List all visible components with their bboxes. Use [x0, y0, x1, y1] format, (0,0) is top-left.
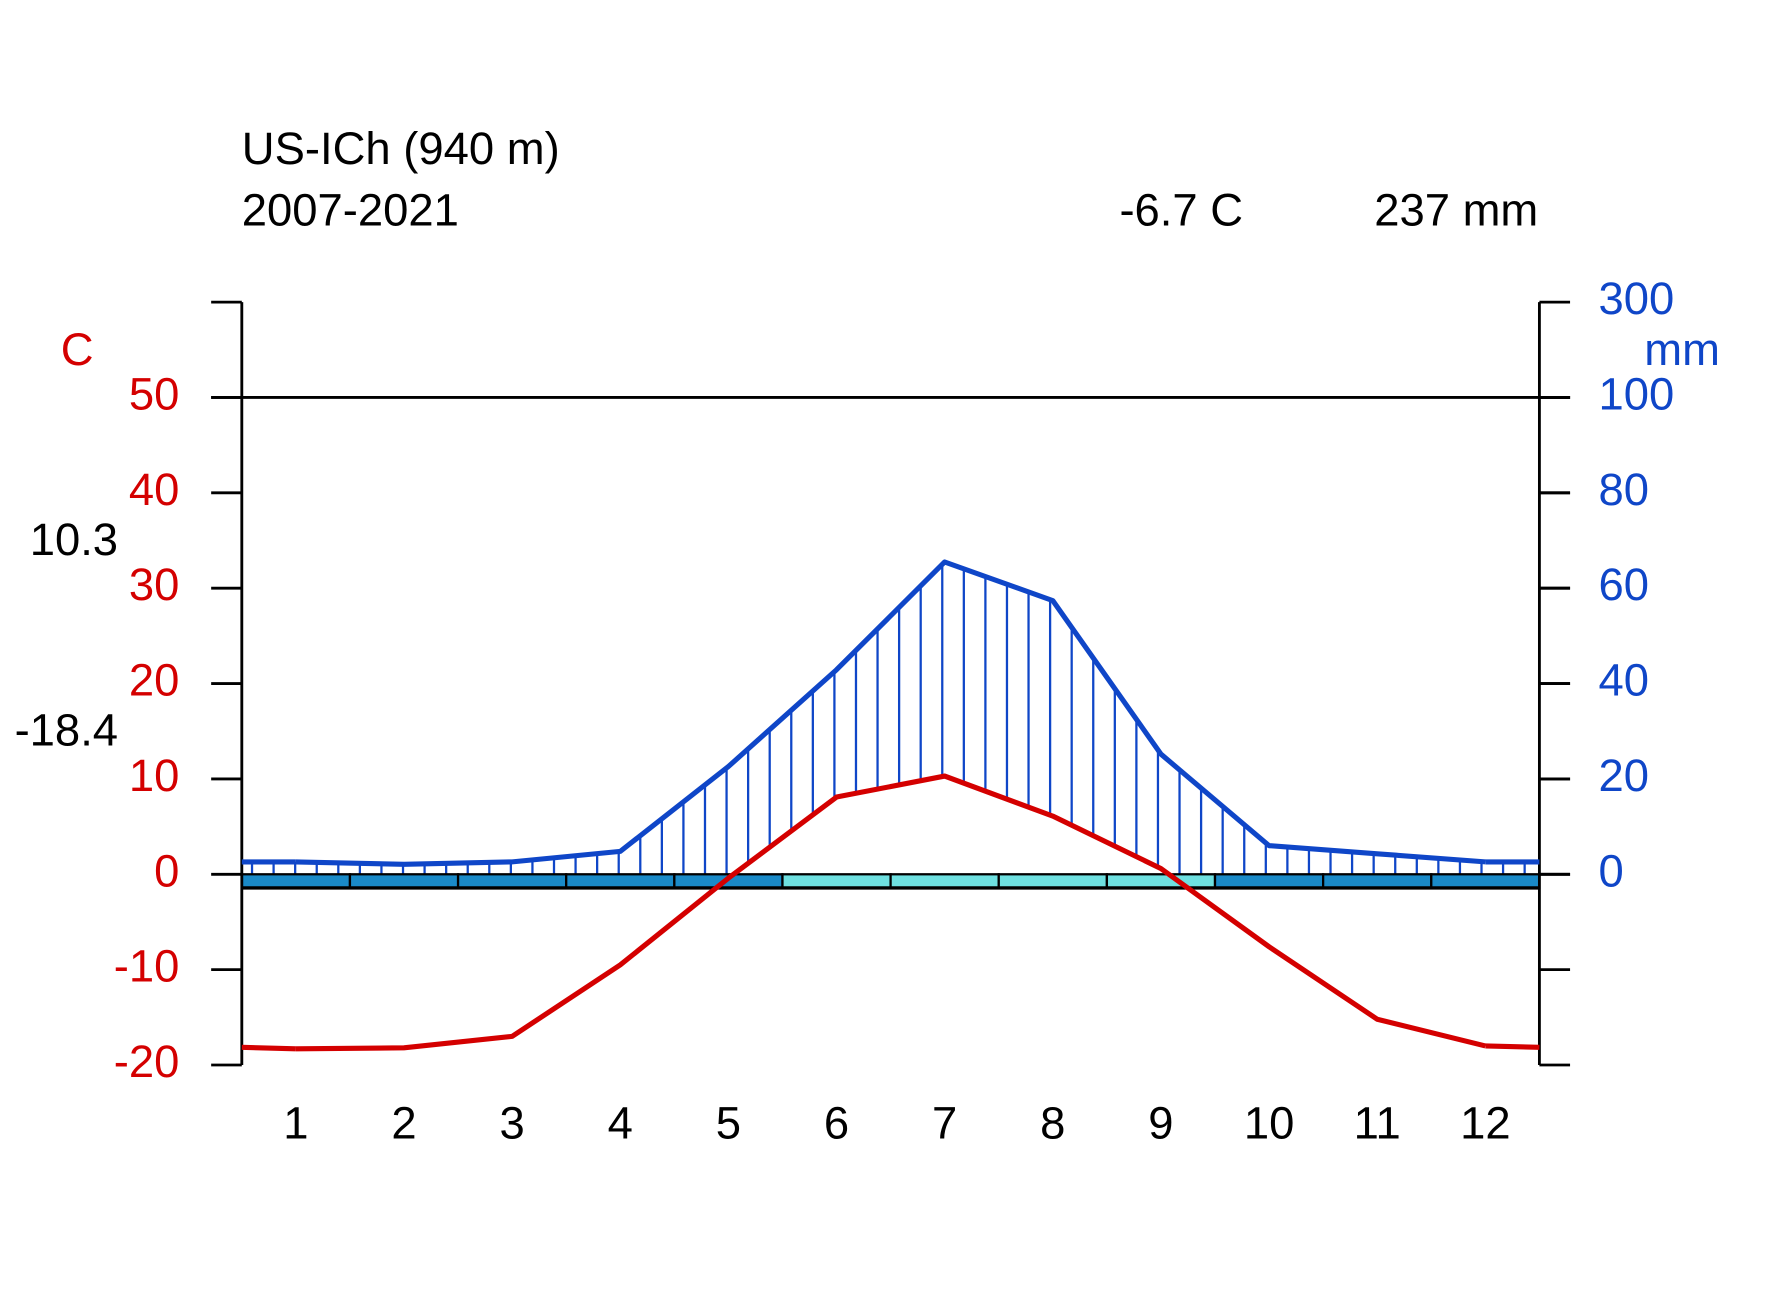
annotation: 10.3 [30, 514, 118, 565]
mean-temp: -6.7 C [1119, 185, 1243, 236]
x-tick-label: 8 [1040, 1097, 1065, 1148]
frost-bar [240, 873, 352, 890]
y2-tick-label: 0 [1598, 845, 1623, 896]
temperature-line [295, 773, 1486, 1052]
frost-bar [1430, 873, 1541, 890]
y-tick-label: 0 [154, 845, 179, 896]
frost-bar [1105, 873, 1217, 890]
x-tick-label: 9 [1148, 1097, 1173, 1148]
y2-tick-label: 300 [1598, 273, 1674, 324]
x-tick-label: 11 [1354, 1097, 1401, 1148]
x-tick-label: 10 [1244, 1097, 1295, 1148]
x-tick-label: 4 [608, 1097, 633, 1148]
y-tick-label: -20 [114, 1036, 180, 1087]
frost-bar [348, 873, 460, 890]
y2-tick-label: 20 [1598, 750, 1649, 801]
x-tick-label: 3 [500, 1097, 525, 1148]
y-tick-label: -10 [114, 941, 180, 992]
x-tick-label: 2 [391, 1097, 416, 1148]
y2-tick-label: 40 [1598, 655, 1649, 706]
y-tick-label: 20 [129, 655, 180, 706]
line-extension [241, 1044, 296, 1052]
y2-tick-label: 80 [1598, 464, 1649, 515]
x-tick-label: 1 [283, 1097, 308, 1148]
line-extension [1485, 1043, 1540, 1050]
frost-bar [1322, 873, 1433, 890]
total-precip: 237 mm [1374, 185, 1538, 236]
x-tick-label: 6 [824, 1097, 849, 1148]
frost-bar [781, 873, 892, 890]
x-tick-label: 12 [1460, 1097, 1511, 1148]
y-tick-label: 40 [129, 464, 180, 515]
frost-bar [997, 873, 1109, 890]
frost-bar [1213, 873, 1325, 890]
frost-bar [889, 873, 1000, 890]
annotation: -18.4 [15, 705, 119, 756]
x-tick-label: 5 [716, 1097, 741, 1148]
chart-subtitle: 2007-2021 [242, 185, 459, 236]
y2-tick-label: 60 [1598, 559, 1649, 610]
y-axis-label: C [61, 324, 94, 375]
frost-bar [456, 873, 568, 890]
y2-axis-label: mm [1644, 324, 1720, 375]
y-tick-label: 10 [129, 750, 180, 801]
y2-tick-label: 100 [1598, 368, 1674, 419]
x-tick-label: 7 [932, 1097, 957, 1148]
chart-title: US-ICh (940 m) [242, 123, 560, 174]
frost-bar [565, 873, 676, 890]
y-tick-label: 30 [129, 559, 180, 610]
precipitation-line [295, 559, 1486, 867]
y-tick-label: 50 [129, 368, 180, 419]
